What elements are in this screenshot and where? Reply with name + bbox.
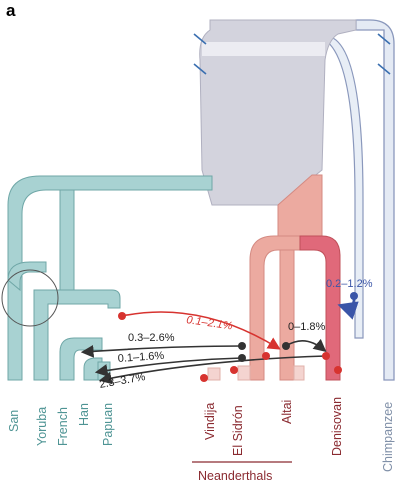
label-chimpanzee: Chimpanzee	[381, 402, 395, 472]
label-french: French	[56, 407, 70, 446]
label-san: San	[7, 410, 21, 432]
label-vindija: Vindija	[203, 403, 217, 440]
bottleneck-circle	[1, 269, 59, 327]
gene-flow-label-2: 0.1–1.6%	[117, 350, 164, 365]
label-yoruba: Yoruba	[35, 407, 49, 446]
gene-flow-label-4: 0–1.8%	[288, 321, 326, 333]
gene-flow-label-blue: 0.2–1.2%	[326, 278, 373, 290]
gene-flow-label-red: 0.1–2.1%	[186, 314, 234, 332]
chimpanzee-branch	[323, 19, 395, 381]
gene-flow-source-dot	[118, 312, 126, 320]
label-han: Han	[77, 403, 91, 426]
gene-flow-arrow-3	[98, 355, 327, 385]
gene-flow-arrow-1	[80, 344, 243, 358]
gene-flow-arrow-2	[94, 357, 243, 377]
population-labels: San Yoruba French Han Papuan Vindija El …	[7, 397, 395, 472]
label-el-sidron: El Sidrón	[231, 405, 245, 456]
neanderthals-label: Neanderthals	[198, 469, 272, 483]
branch-break-marks	[193, 33, 391, 75]
label-altai: Altai	[280, 400, 294, 424]
archaic-tree	[207, 174, 341, 381]
gene-flow-arrows	[80, 292, 359, 385]
gene-flow-arrow-red	[121, 311, 281, 350]
gene-flow-label-1: 0.3–2.6%	[128, 332, 175, 344]
label-papuan: Papuan	[101, 403, 115, 446]
panel-label: a	[6, 1, 16, 20]
modern-human-tree	[1, 175, 213, 381]
label-denisovan: Denisovan	[330, 397, 344, 456]
